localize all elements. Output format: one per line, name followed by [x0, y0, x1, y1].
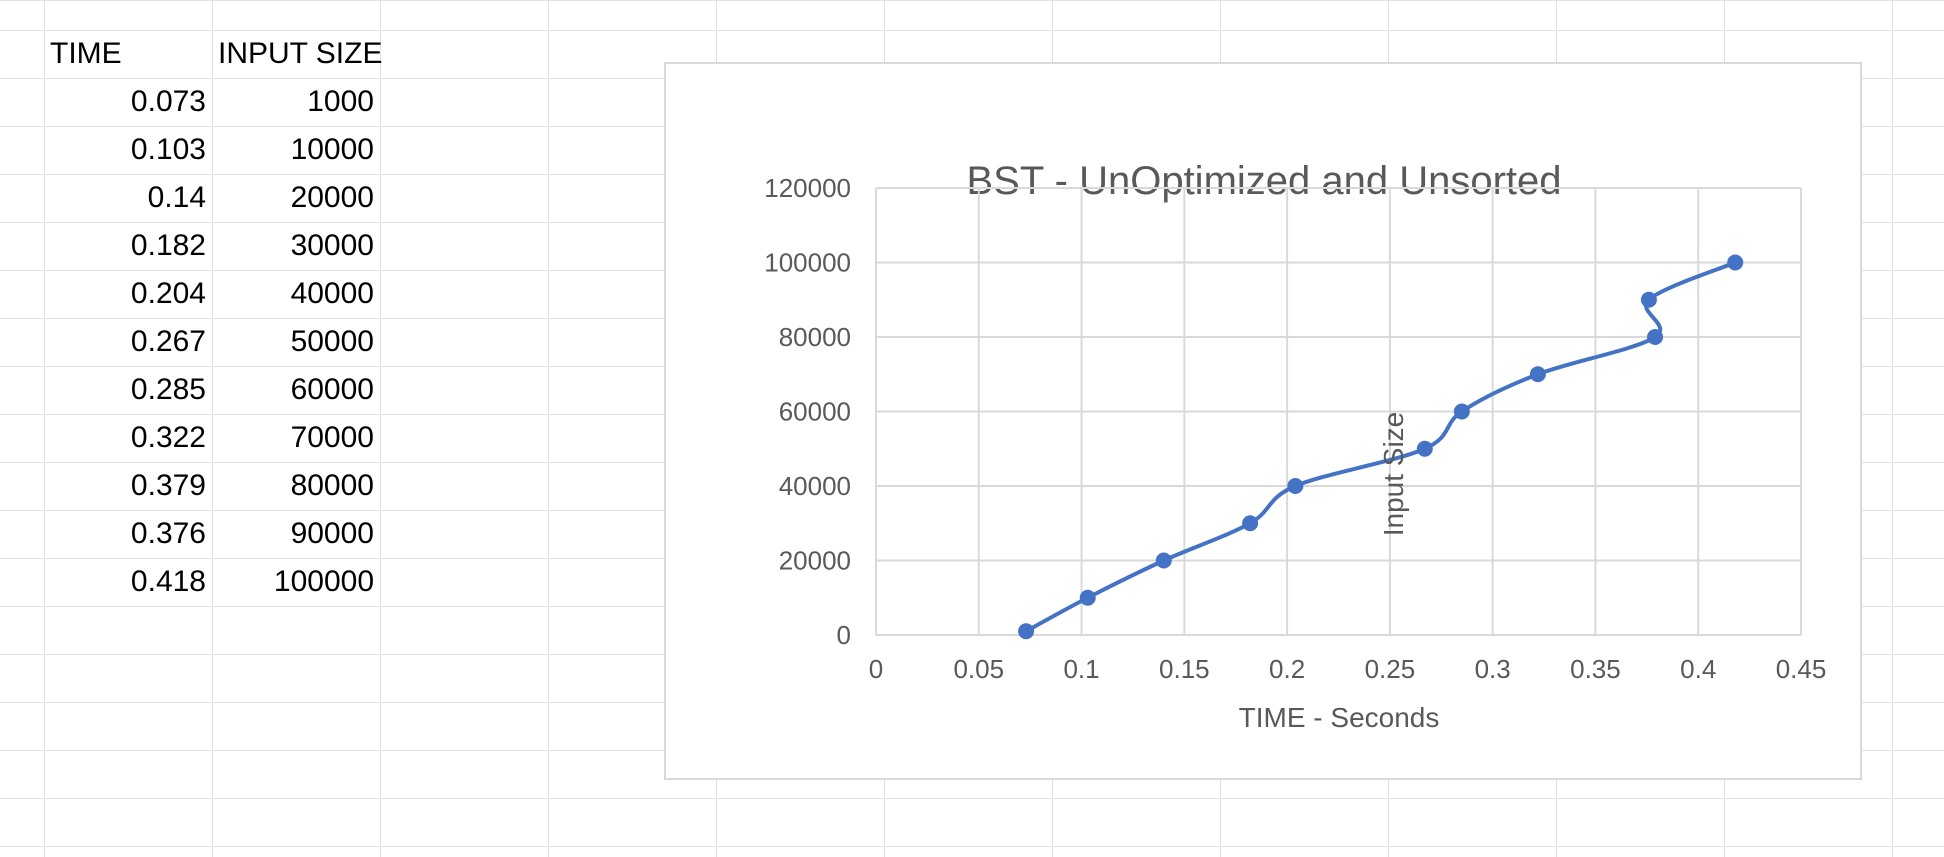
- y-tick-label: 20000: [779, 546, 851, 576]
- header-cell-time[interactable]: TIME: [50, 37, 122, 70]
- input-size-cell[interactable]: 10000: [290, 133, 374, 166]
- x-tick-label: 0.15: [1159, 654, 1210, 684]
- y-tick-label: 100000: [764, 248, 851, 278]
- time-cell[interactable]: 0.103: [130, 133, 206, 166]
- x-tick-label: 0.2: [1269, 654, 1305, 684]
- x-tick-label: 0.35: [1570, 654, 1621, 684]
- input-size-cell[interactable]: 100000: [273, 565, 374, 598]
- input-size-cell[interactable]: 1000: [307, 85, 374, 118]
- x-tick-label: 0.3: [1475, 654, 1511, 684]
- data-point[interactable]: [1155, 552, 1172, 569]
- x-tick-label: 0.1: [1063, 654, 1099, 684]
- y-tick-label: 0: [837, 620, 851, 650]
- chart-title: BST - UnOptimized and Unsorted: [966, 159, 1561, 203]
- data-point[interactable]: [1416, 440, 1433, 457]
- data-point[interactable]: [1727, 254, 1744, 271]
- time-cell[interactable]: 0.14: [147, 181, 206, 214]
- data-point[interactable]: [1018, 623, 1035, 640]
- input-size-cell[interactable]: 30000: [290, 229, 374, 262]
- time-cell[interactable]: 0.182: [130, 229, 206, 262]
- header-cell-input-size[interactable]: INPUT SIZE: [218, 37, 383, 70]
- input-size-cell[interactable]: 80000: [290, 469, 374, 502]
- time-cell[interactable]: 0.418: [130, 565, 206, 598]
- time-cell[interactable]: 0.073: [130, 85, 206, 118]
- data-point[interactable]: [1287, 478, 1304, 494]
- time-cell[interactable]: 0.285: [130, 373, 206, 406]
- y-tick-label: 120000: [764, 173, 851, 203]
- x-tick-label: 0: [869, 654, 883, 684]
- time-cell[interactable]: 0.204: [130, 277, 206, 310]
- time-cell[interactable]: 0.322: [130, 421, 206, 454]
- time-cell[interactable]: 0.379: [130, 469, 206, 502]
- data-point[interactable]: [1647, 329, 1664, 345]
- y-tick-label: 40000: [779, 471, 851, 501]
- data-point[interactable]: [1079, 589, 1096, 606]
- x-tick-label: 0.4: [1680, 654, 1716, 684]
- data-point[interactable]: [1640, 291, 1657, 308]
- input-size-cell[interactable]: 50000: [290, 325, 374, 358]
- input-size-cell[interactable]: 60000: [290, 373, 374, 406]
- data-point[interactable]: [1453, 403, 1470, 420]
- y-tick-label: 60000: [779, 397, 851, 427]
- scatter-chart: BST - UnOptimized and Unsorted 0 0.05 0.1 0…: [764, 159, 1827, 733]
- time-cell[interactable]: 0.267: [130, 325, 206, 358]
- x-tick-label: 0.45: [1776, 654, 1827, 684]
- input-size-cell[interactable]: 40000: [290, 277, 374, 310]
- data-point[interactable]: [1529, 366, 1546, 383]
- input-size-cell[interactable]: 70000: [290, 421, 374, 454]
- x-tick-label: 0.05: [953, 654, 1004, 684]
- y-axis-title: Input Size: [1378, 412, 1409, 537]
- input-size-cell[interactable]: 20000: [290, 181, 374, 214]
- y-tick-label: 80000: [779, 322, 851, 352]
- data-point[interactable]: [1242, 515, 1259, 532]
- time-cell[interactable]: 0.376: [130, 517, 206, 550]
- chart-container[interactable]: BST - UnOptimized and Unsorted 0 0.05 0.1 0…: [664, 62, 1862, 780]
- input-size-cell[interactable]: 90000: [290, 517, 374, 550]
- x-tick-label: 0.25: [1365, 654, 1416, 684]
- x-axis-title: TIME - Seconds: [1239, 702, 1440, 733]
